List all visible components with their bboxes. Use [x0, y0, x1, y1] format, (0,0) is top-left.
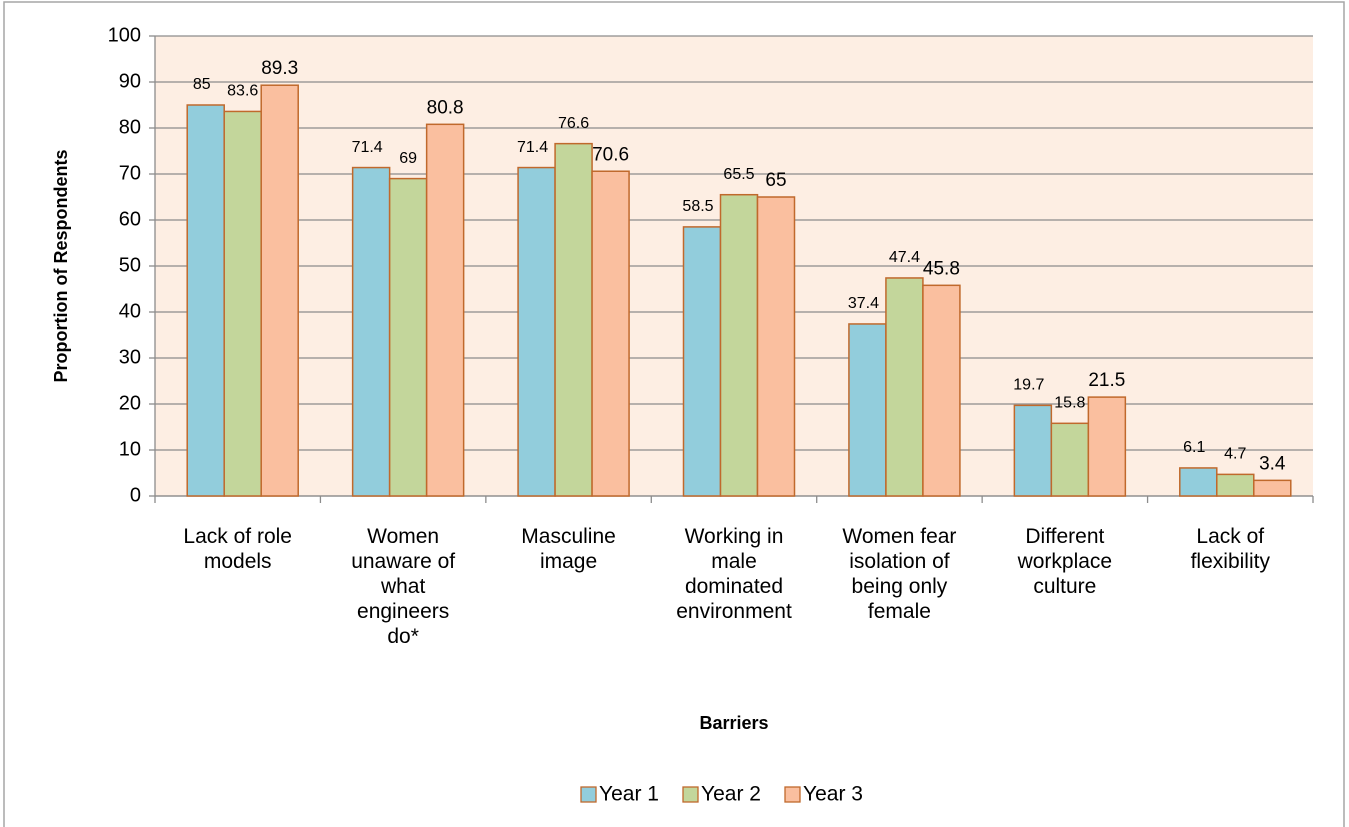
bar	[756, 196, 796, 497]
legend-swatch	[784, 786, 801, 803]
bar	[223, 110, 262, 497]
y-tick-label: 10	[119, 438, 141, 460]
legend-label: Year 2	[701, 783, 761, 806]
x-tick-label: Women fear isolation of being only femal…	[842, 525, 957, 623]
data-label: 19.7	[1013, 377, 1044, 394]
data-label: 45.8	[923, 258, 960, 279]
x-axis-title: Barriers	[699, 713, 768, 733]
y-tick-label: 40	[119, 300, 141, 322]
data-label: 80.8	[427, 97, 464, 118]
x-tick-label: Women unaware of what engineers do*	[351, 525, 456, 648]
data-label: 89.3	[261, 58, 298, 79]
y-tick-label: 100	[108, 24, 141, 46]
bar	[922, 284, 961, 497]
data-label: 15.8	[1054, 395, 1085, 412]
y-tick-label: 70	[119, 162, 141, 184]
x-tick-label: Lack of role models	[183, 525, 292, 573]
x-tick-label: Working in male dominated environment	[676, 525, 792, 623]
bar	[1216, 473, 1255, 497]
y-tick-label: 20	[119, 392, 141, 414]
data-label: 65	[765, 170, 786, 191]
data-label: 65.5	[723, 166, 754, 183]
bar	[351, 166, 391, 497]
bar	[388, 177, 428, 497]
legend-swatch	[682, 786, 699, 803]
bar	[719, 193, 759, 497]
bar	[1253, 479, 1292, 497]
y-tick-label: 30	[119, 346, 141, 368]
data-label: 71.4	[352, 139, 383, 156]
data-label: 85	[193, 76, 211, 93]
data-label: 37.4	[848, 295, 879, 312]
chart-border	[3, 1, 1345, 827]
bar	[554, 142, 593, 497]
y-tick-label: 80	[119, 116, 141, 138]
bar	[1050, 422, 1090, 497]
bar	[591, 170, 630, 497]
x-tick-label: Different workplace culture	[1017, 525, 1113, 598]
legend-label: Year 3	[803, 783, 863, 806]
bar	[260, 84, 299, 497]
bar	[1087, 396, 1127, 497]
data-label: 4.7	[1224, 446, 1246, 463]
bar	[885, 277, 924, 497]
data-label: 3.4	[1259, 453, 1286, 474]
bar	[1179, 467, 1218, 497]
bar	[848, 323, 887, 497]
y-tick-label: 50	[119, 254, 141, 276]
y-tick-label: 0	[130, 484, 141, 506]
data-label: 58.5	[682, 198, 713, 215]
legend-label: Year 1	[599, 783, 659, 806]
bar	[186, 104, 225, 497]
legend-swatch	[580, 786, 597, 803]
bar	[1013, 404, 1053, 497]
data-label: 71.4	[517, 139, 548, 156]
bar	[517, 166, 556, 497]
bar	[682, 226, 722, 497]
data-label: 21.5	[1088, 370, 1125, 391]
x-tick-label: Lack of flexibility	[1190, 525, 1270, 573]
y-tick-label: 90	[119, 70, 141, 92]
y-axis-title: Proportion of Respondents	[51, 150, 71, 383]
bar	[425, 123, 465, 497]
data-label: 83.6	[227, 83, 258, 100]
data-label: 70.6	[592, 144, 629, 165]
data-label: 47.4	[889, 249, 920, 266]
x-tick-label: Masculine image	[521, 525, 616, 573]
data-label: 76.6	[558, 115, 589, 132]
data-label: 6.1	[1183, 439, 1205, 456]
data-label: 69	[399, 150, 417, 167]
y-tick-label: 60	[119, 208, 141, 230]
